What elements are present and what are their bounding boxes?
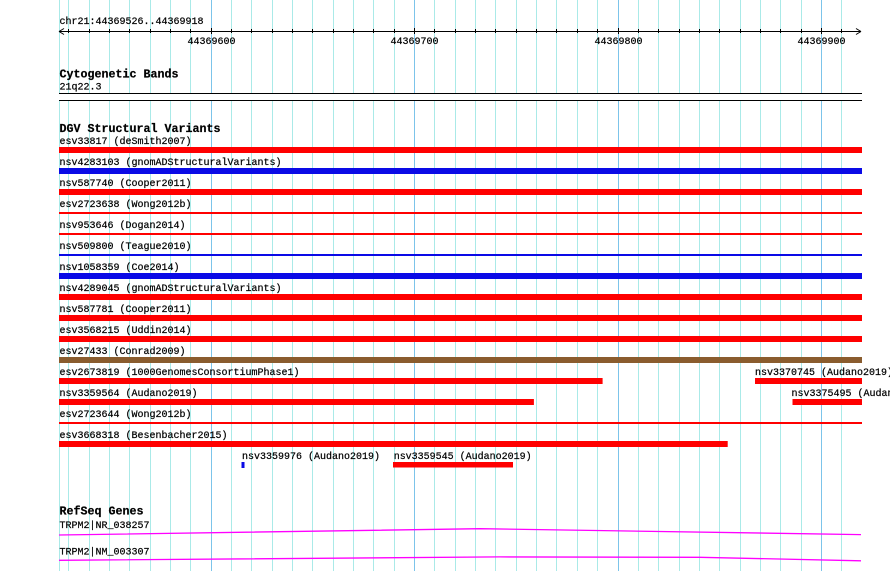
svg-text:nsv3359976 (Audano2019): nsv3359976 (Audano2019)	[242, 451, 380, 463]
svg-text:44369800: 44369800	[595, 36, 643, 48]
svg-text:Cytogenetic Bands: Cytogenetic Bands	[60, 68, 179, 81]
svg-text:TRPM2|NM_003307: TRPM2|NM_003307	[60, 547, 150, 559]
svg-text:nsv3359564 (Audano2019): nsv3359564 (Audano2019)	[60, 388, 198, 400]
svg-text:esv33817 (deSmith2007): esv33817 (deSmith2007)	[60, 136, 192, 148]
svg-text:44369900: 44369900	[798, 36, 846, 48]
svg-text:nsv587781 (Cooper2011): nsv587781 (Cooper2011)	[60, 304, 192, 316]
svg-text:21q22.3: 21q22.3	[60, 82, 102, 94]
svg-text:esv2723644 (Wong2012b): esv2723644 (Wong2012b)	[60, 409, 192, 421]
svg-text:nsv3359545 (Audano2019): nsv3359545 (Audano2019)	[394, 451, 532, 463]
svg-text:esv27433 (Conrad2009): esv27433 (Conrad2009)	[60, 346, 186, 358]
svg-text:44369600: 44369600	[188, 36, 236, 48]
svg-text:nsv3370745 (Audano2019): nsv3370745 (Audano2019)	[755, 367, 890, 379]
svg-text:TRPM2|NR_038257: TRPM2|NR_038257	[60, 520, 150, 532]
svg-text:esv2673819 (1000GenomesConsort: esv2673819 (1000GenomesConsortiumPhase1)	[60, 367, 300, 379]
svg-text:esv2723638 (Wong2012b): esv2723638 (Wong2012b)	[60, 199, 192, 211]
svg-text:nsv4283103 (gnomADStructuralVa: nsv4283103 (gnomADStructuralVariants)	[60, 157, 282, 169]
svg-text:nsv4289045 (gnomADStructuralVa: nsv4289045 (gnomADStructuralVariants)	[60, 283, 282, 295]
svg-text:RefSeq Genes: RefSeq Genes	[60, 506, 144, 519]
svg-text:nsv587740 (Cooper2011): nsv587740 (Cooper2011)	[60, 178, 192, 190]
svg-text:esv3568215 (Uddin2014): esv3568215 (Uddin2014)	[60, 325, 192, 337]
svg-text:nsv953646 (Dogan2014): nsv953646 (Dogan2014)	[60, 220, 186, 232]
svg-text:44369700: 44369700	[391, 36, 439, 48]
svg-text:nsv509800 (Teague2010): nsv509800 (Teague2010)	[60, 241, 192, 253]
svg-text:esv3668318 (Besenbacher2015): esv3668318 (Besenbacher2015)	[60, 430, 228, 442]
svg-text:DGV Structural Variants: DGV Structural Variants	[60, 123, 221, 136]
svg-text:chr21:44369526..44369918: chr21:44369526..44369918	[60, 16, 204, 28]
svg-text:nsv3375495 (Audano2019): nsv3375495 (Audano2019)	[792, 388, 890, 400]
svg-text:nsv1058359 (Coe2014): nsv1058359 (Coe2014)	[60, 262, 180, 274]
